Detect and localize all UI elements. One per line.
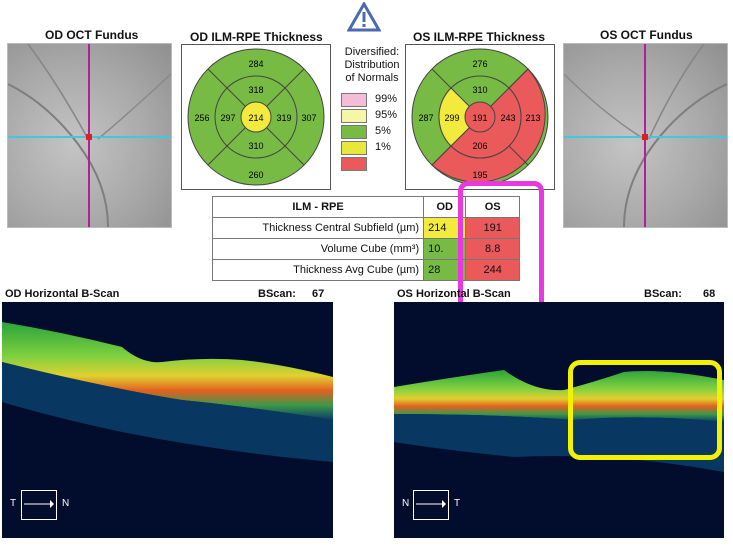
legend-title-line1: Diversified: xyxy=(344,46,400,58)
legend-swatch-99 xyxy=(341,93,367,107)
od-inner-nasal: 319 xyxy=(276,113,291,123)
os-outer-superior: 276 xyxy=(472,59,487,69)
legend-row-99: 99% xyxy=(341,93,421,107)
legend-row-red xyxy=(341,157,421,171)
os-fundus-title: OS OCT Fundus xyxy=(600,28,693,42)
legend-label-95: 95% xyxy=(375,109,398,121)
legend-label-1: 1% xyxy=(375,141,391,153)
legend-title-line3: of Normals xyxy=(345,72,399,84)
od-outer-temporal: 256 xyxy=(194,113,209,123)
os-inner-inferior: 206 xyxy=(472,141,487,151)
legend-title-line2: Distribution xyxy=(344,59,400,71)
ilm-row-label: Thickness Central Subfield (µm) xyxy=(211,217,425,239)
od-center-value: 214 xyxy=(248,113,263,123)
os-bscan-number: 68 xyxy=(703,288,716,300)
od-bscan-image[interactable]: T N xyxy=(2,302,333,538)
os-outer-temporal: 213 xyxy=(525,113,540,123)
ilm-table-header-label: ILM - RPE xyxy=(211,196,425,218)
od-bscan-label: BScan: xyxy=(258,288,296,300)
ilm-row-od-value: 28 xyxy=(423,259,467,281)
legend: Diversified: Distribution of Normals 99%… xyxy=(333,46,411,191)
od-orient-right: N xyxy=(62,498,70,509)
od-outer-superior: 284 xyxy=(248,59,263,69)
od-bscan-number: 67 xyxy=(312,288,325,300)
legend-swatch-red xyxy=(341,157,367,171)
legend-swatch-95 xyxy=(341,109,367,123)
od-inner-inferior: 310 xyxy=(248,141,263,151)
legend-swatch-5 xyxy=(341,125,367,139)
os-fundus-vessels xyxy=(564,44,727,227)
od-fundus-center-marker xyxy=(86,134,92,140)
od-orientation-arrow-icon xyxy=(24,500,54,508)
os-inner-superior: 310 xyxy=(472,85,487,95)
os-fundus-center-marker xyxy=(642,134,648,140)
legend-row-1: 1% xyxy=(341,141,421,155)
ilm-row-label: Volume Cube (mm³) xyxy=(211,238,425,260)
od-thickness-title: OD ILM-RPE Thickness xyxy=(190,30,323,44)
os-thickness-title: OS ILM-RPE Thickness xyxy=(413,30,546,44)
os-orient-left: N xyxy=(402,498,410,509)
os-bscan-image[interactable]: N T xyxy=(394,302,724,538)
os-bscan-label: BScan: xyxy=(644,288,682,300)
od-outer-nasal: 307 xyxy=(301,113,316,123)
legend-label-5: 5% xyxy=(375,125,391,137)
legend-row-95: 95% xyxy=(341,109,421,123)
os-orient-right: T xyxy=(454,498,461,509)
os-outer-nasal: 287 xyxy=(418,113,433,123)
ilm-rpe-table: ILM - RPE OD OS Thickness Central Subfie… xyxy=(211,196,520,281)
od-fundus-image[interactable] xyxy=(7,43,172,228)
legend-swatch-1 xyxy=(341,141,367,155)
os-orientation-box xyxy=(413,490,449,520)
od-bscan-title: OD Horizontal B-Scan xyxy=(5,288,120,300)
warning-triangle-icon xyxy=(347,2,381,32)
ilm-table-header-od: OD xyxy=(423,196,467,218)
od-inner-superior: 318 xyxy=(248,85,263,95)
os-bscan-title: OS Horizontal B-Scan xyxy=(397,288,511,300)
od-fundus-title: OD OCT Fundus xyxy=(45,28,139,42)
os-inner-temporal: 243 xyxy=(500,113,515,123)
os-thickness-map[interactable]: 191 310 299 206 243 276 287 195 213 xyxy=(405,44,555,190)
os-center-value: 191 xyxy=(472,113,487,123)
od-inner-temporal: 297 xyxy=(220,113,235,123)
legend-row-5: 5% xyxy=(341,125,421,139)
od-outer-inferior: 260 xyxy=(248,170,263,180)
od-orientation-box xyxy=(21,490,57,520)
os-bscan-lesion-highlight xyxy=(568,360,722,460)
os-fundus-image[interactable] xyxy=(563,43,728,228)
od-fundus-vessels xyxy=(8,44,171,227)
os-inner-nasal: 299 xyxy=(444,113,459,123)
legend-label-99: 99% xyxy=(375,93,398,105)
ilm-table-header-os: OS xyxy=(465,196,520,218)
od-thickness-map[interactable]: 214 318 319 310 297 284 307 260 256 xyxy=(181,44,331,190)
os-orientation-arrow-icon xyxy=(416,500,446,508)
ilm-row-label: Thickness Avg Cube (µm) xyxy=(211,259,425,281)
os-outer-inferior: 195 xyxy=(472,170,487,180)
ilm-row-os-value: 244 xyxy=(465,259,520,281)
od-orient-left: T xyxy=(10,498,17,509)
ilm-table-row: Thickness Central Subfield (µm) 214 191 xyxy=(211,217,520,239)
ilm-row-od-value: 214 xyxy=(423,217,467,239)
ilm-table-header-row: ILM - RPE OD OS xyxy=(211,196,520,218)
ilm-table-row: Thickness Avg Cube (µm) 28 244 xyxy=(211,259,520,281)
